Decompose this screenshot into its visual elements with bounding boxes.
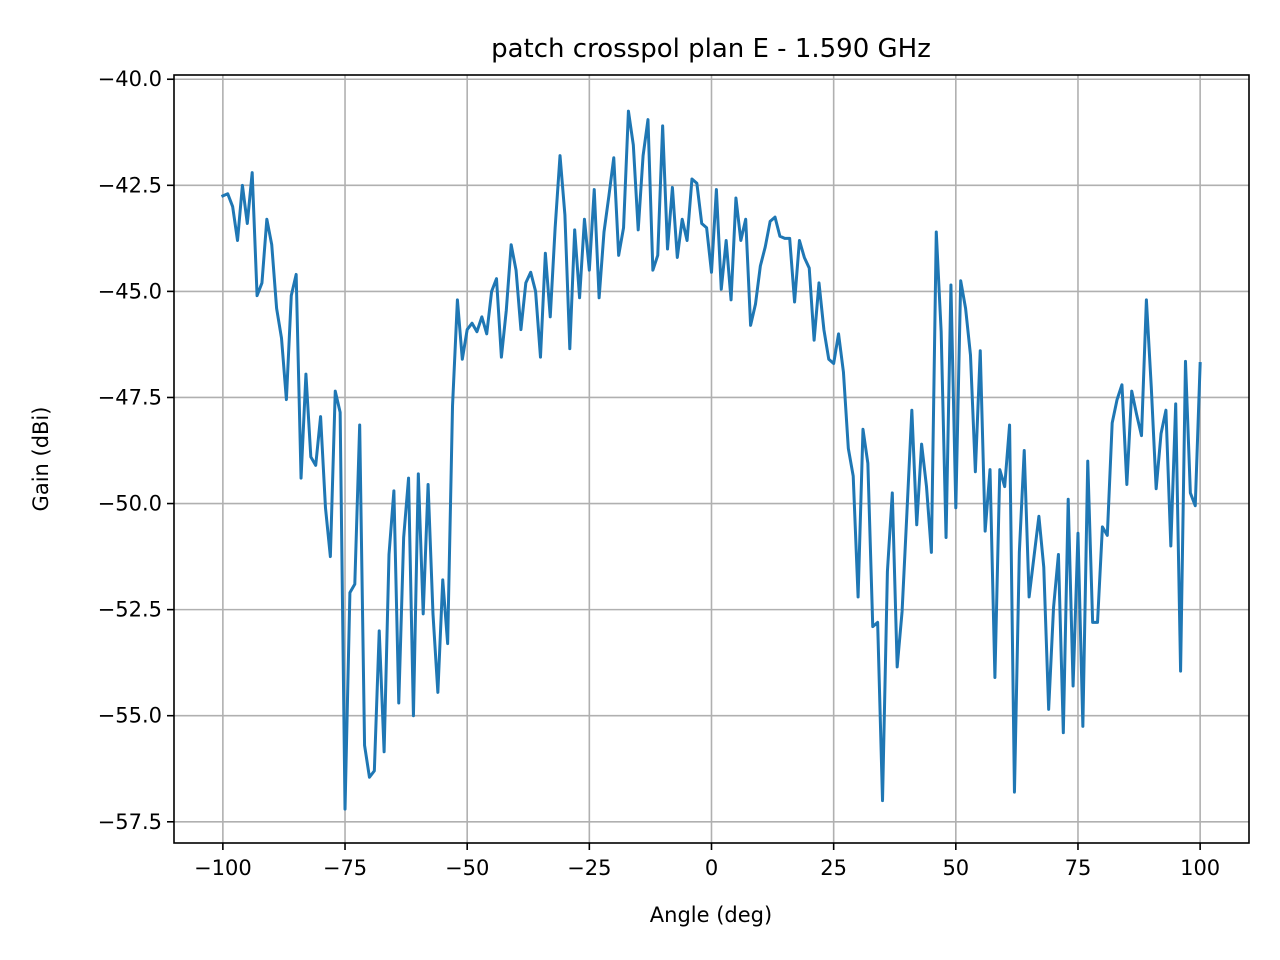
y-tick-label: −52.5 [98, 598, 162, 622]
x-tick-label: −75 [323, 856, 367, 880]
x-tick-label: 25 [820, 856, 847, 880]
y-tick-label: −50.0 [98, 492, 162, 516]
y-axis-label: Gain (dBi) [29, 407, 53, 512]
y-tick-label: −47.5 [98, 385, 162, 409]
x-tick-label: 50 [942, 856, 969, 880]
x-tick-label: −25 [567, 856, 611, 880]
x-tick-label: 75 [1065, 856, 1092, 880]
y-tick-label: −40.0 [98, 67, 162, 91]
y-tick-label: −57.5 [98, 810, 162, 834]
y-axis-ticks: −40.0 −42.5 −45.0 −47.5 −50.0 −52.5 −55.0 −57.5 [98, 67, 174, 834]
x-axis-label: Angle (deg) [650, 903, 772, 927]
x-tick-label: −100 [194, 856, 252, 880]
series-line [220, 109, 1202, 811]
y-tick-label: −55.0 [98, 704, 162, 728]
y-tick-label: −42.5 [98, 173, 162, 197]
series-layer [220, 109, 1202, 811]
x-tick-label: −50 [445, 856, 489, 880]
x-tick-label: 100 [1180, 856, 1220, 880]
chart-title: patch crosspol plan E - 1.590 GHz [491, 34, 931, 64]
y-tick-label: −45.0 [98, 279, 162, 303]
x-axis-ticks: −100 −75 −50 −25 0 25 50 75 100 [194, 843, 1220, 880]
x-tick-label: 0 [705, 856, 718, 880]
